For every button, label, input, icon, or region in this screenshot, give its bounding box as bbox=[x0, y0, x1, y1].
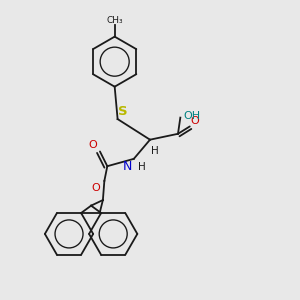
Text: H: H bbox=[152, 146, 159, 156]
Text: O: O bbox=[91, 183, 100, 193]
Text: H: H bbox=[138, 162, 146, 172]
Text: N: N bbox=[123, 160, 132, 173]
Text: O: O bbox=[89, 140, 98, 150]
Text: OH: OH bbox=[183, 111, 200, 121]
Text: O: O bbox=[190, 116, 199, 126]
Text: S: S bbox=[118, 106, 128, 118]
Text: CH₃: CH₃ bbox=[106, 16, 123, 25]
